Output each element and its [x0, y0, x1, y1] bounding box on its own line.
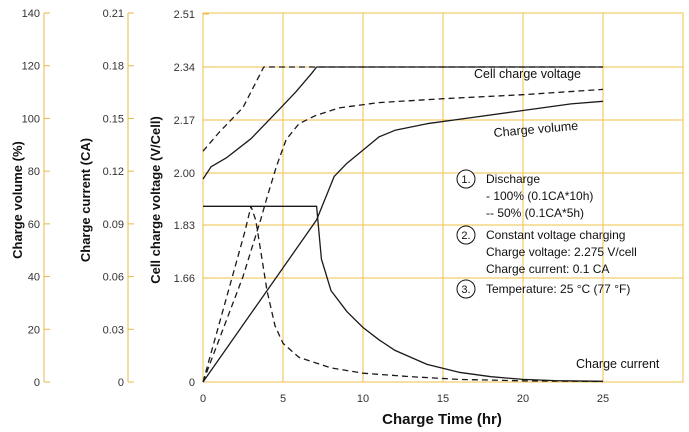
annotation-2-line-3: Charge current: 0.1 CA — [486, 262, 609, 276]
label-charge-current: Charge current — [576, 357, 660, 371]
label-charge-volume: Charge volume — [493, 119, 579, 140]
y-tick-label-volume-3: 60 — [28, 219, 40, 231]
y-tick-label-current-4: 0.12 — [103, 166, 124, 178]
y-tick-label-voltage-5: 2.34 — [174, 62, 195, 74]
annotation-marker-2 — [456, 225, 476, 245]
annotation-1-line-2: - 100% (0.1CA*10h) — [486, 189, 593, 203]
y-tick-label-current-7: 0.21 — [103, 8, 124, 20]
series-current-100 — [203, 205, 604, 382]
y-tick-label-voltage-4: 2.17 — [174, 115, 195, 127]
axes — [43, 12, 209, 383]
y-tick-label-current-6: 0.18 — [103, 61, 124, 73]
y-axis-title-voltage: Cell charge voltage (V/Cell) — [148, 116, 163, 284]
y-tick-label-voltage-1: 1.66 — [174, 273, 195, 285]
y-tick-label-current-1: 0.03 — [103, 324, 124, 336]
series-lines — [202, 66, 604, 383]
annotation-marker-1 — [456, 169, 476, 189]
y-axis-title-current: Charge current (CA) — [78, 138, 93, 262]
annotation-2-line-2: Charge voltage: 2.275 V/cell — [486, 245, 637, 259]
annotation-2-line-1: Constant voltage charging — [486, 228, 625, 242]
annotation-1-line-3: -- 50% (0.1CA*5h) — [486, 206, 584, 220]
x-tick-label-0: 0 — [200, 393, 206, 405]
annotation-number-1: 1. — [461, 174, 470, 186]
x-tick-label-1: 5 — [280, 393, 286, 405]
series-volume-50 — [202, 88, 604, 383]
series-voltage-100 — [202, 66, 603, 180]
y-tick-label-volume-0: 0 — [34, 377, 40, 389]
y-tick-label-voltage-6: 2.51 — [174, 9, 195, 21]
y-tick-label-volume-4: 80 — [28, 166, 40, 178]
series-voltage-50 — [202, 66, 603, 152]
x-tick-label-4: 20 — [517, 393, 529, 405]
label-cell-charge-voltage: Cell charge voltage — [474, 67, 581, 81]
y-tick-label-current-0: 0 — [118, 377, 124, 389]
annotation-1-line-1: Discharge — [486, 172, 540, 186]
conditions-annotation: 1. Discharge - 100% (0.1CA*10h) -- 50% (… — [456, 169, 637, 299]
annotation-number-2: 2. — [461, 230, 470, 242]
x-tick-label-3: 15 — [437, 393, 449, 405]
y-tick-label-volume-5: 100 — [22, 113, 40, 125]
x-tick-label-2: 10 — [357, 393, 369, 405]
y-tick-label-current-3: 0.09 — [103, 219, 124, 231]
x-axis-title: Charge Time (hr) — [382, 411, 502, 428]
tick-labels: 0 5 10 15 20 25 0 20 40 60 80 100 120 140 0 0.03 0.06 0.0… — [22, 8, 609, 405]
annotation-number-3: 3. — [461, 284, 470, 296]
x-tick-label-5: 25 — [597, 393, 609, 405]
series-current-50 — [202, 205, 604, 383]
y-tick-label-current-5: 0.15 — [103, 113, 124, 125]
y-tick-label-current-2: 0.06 — [103, 272, 124, 284]
y-tick-label-voltage-0: 0 — [189, 377, 195, 389]
y-tick-label-voltage-3: 2.00 — [174, 168, 195, 180]
y-tick-label-volume-1: 20 — [28, 324, 40, 336]
series-volume-100 — [202, 100, 604, 383]
y-tick-label-volume-6: 120 — [22, 61, 40, 73]
y-axis-title-volume: Charge volume (%) — [10, 141, 25, 259]
annotation-marker-3 — [456, 279, 476, 299]
y-tick-label-volume-7: 140 — [22, 8, 40, 20]
y-tick-label-voltage-2: 1.83 — [174, 220, 195, 232]
y-tick-label-volume-2: 40 — [28, 272, 40, 284]
annotation-3-line-1: Temperature: 25 °C (77 °F) — [486, 282, 630, 296]
